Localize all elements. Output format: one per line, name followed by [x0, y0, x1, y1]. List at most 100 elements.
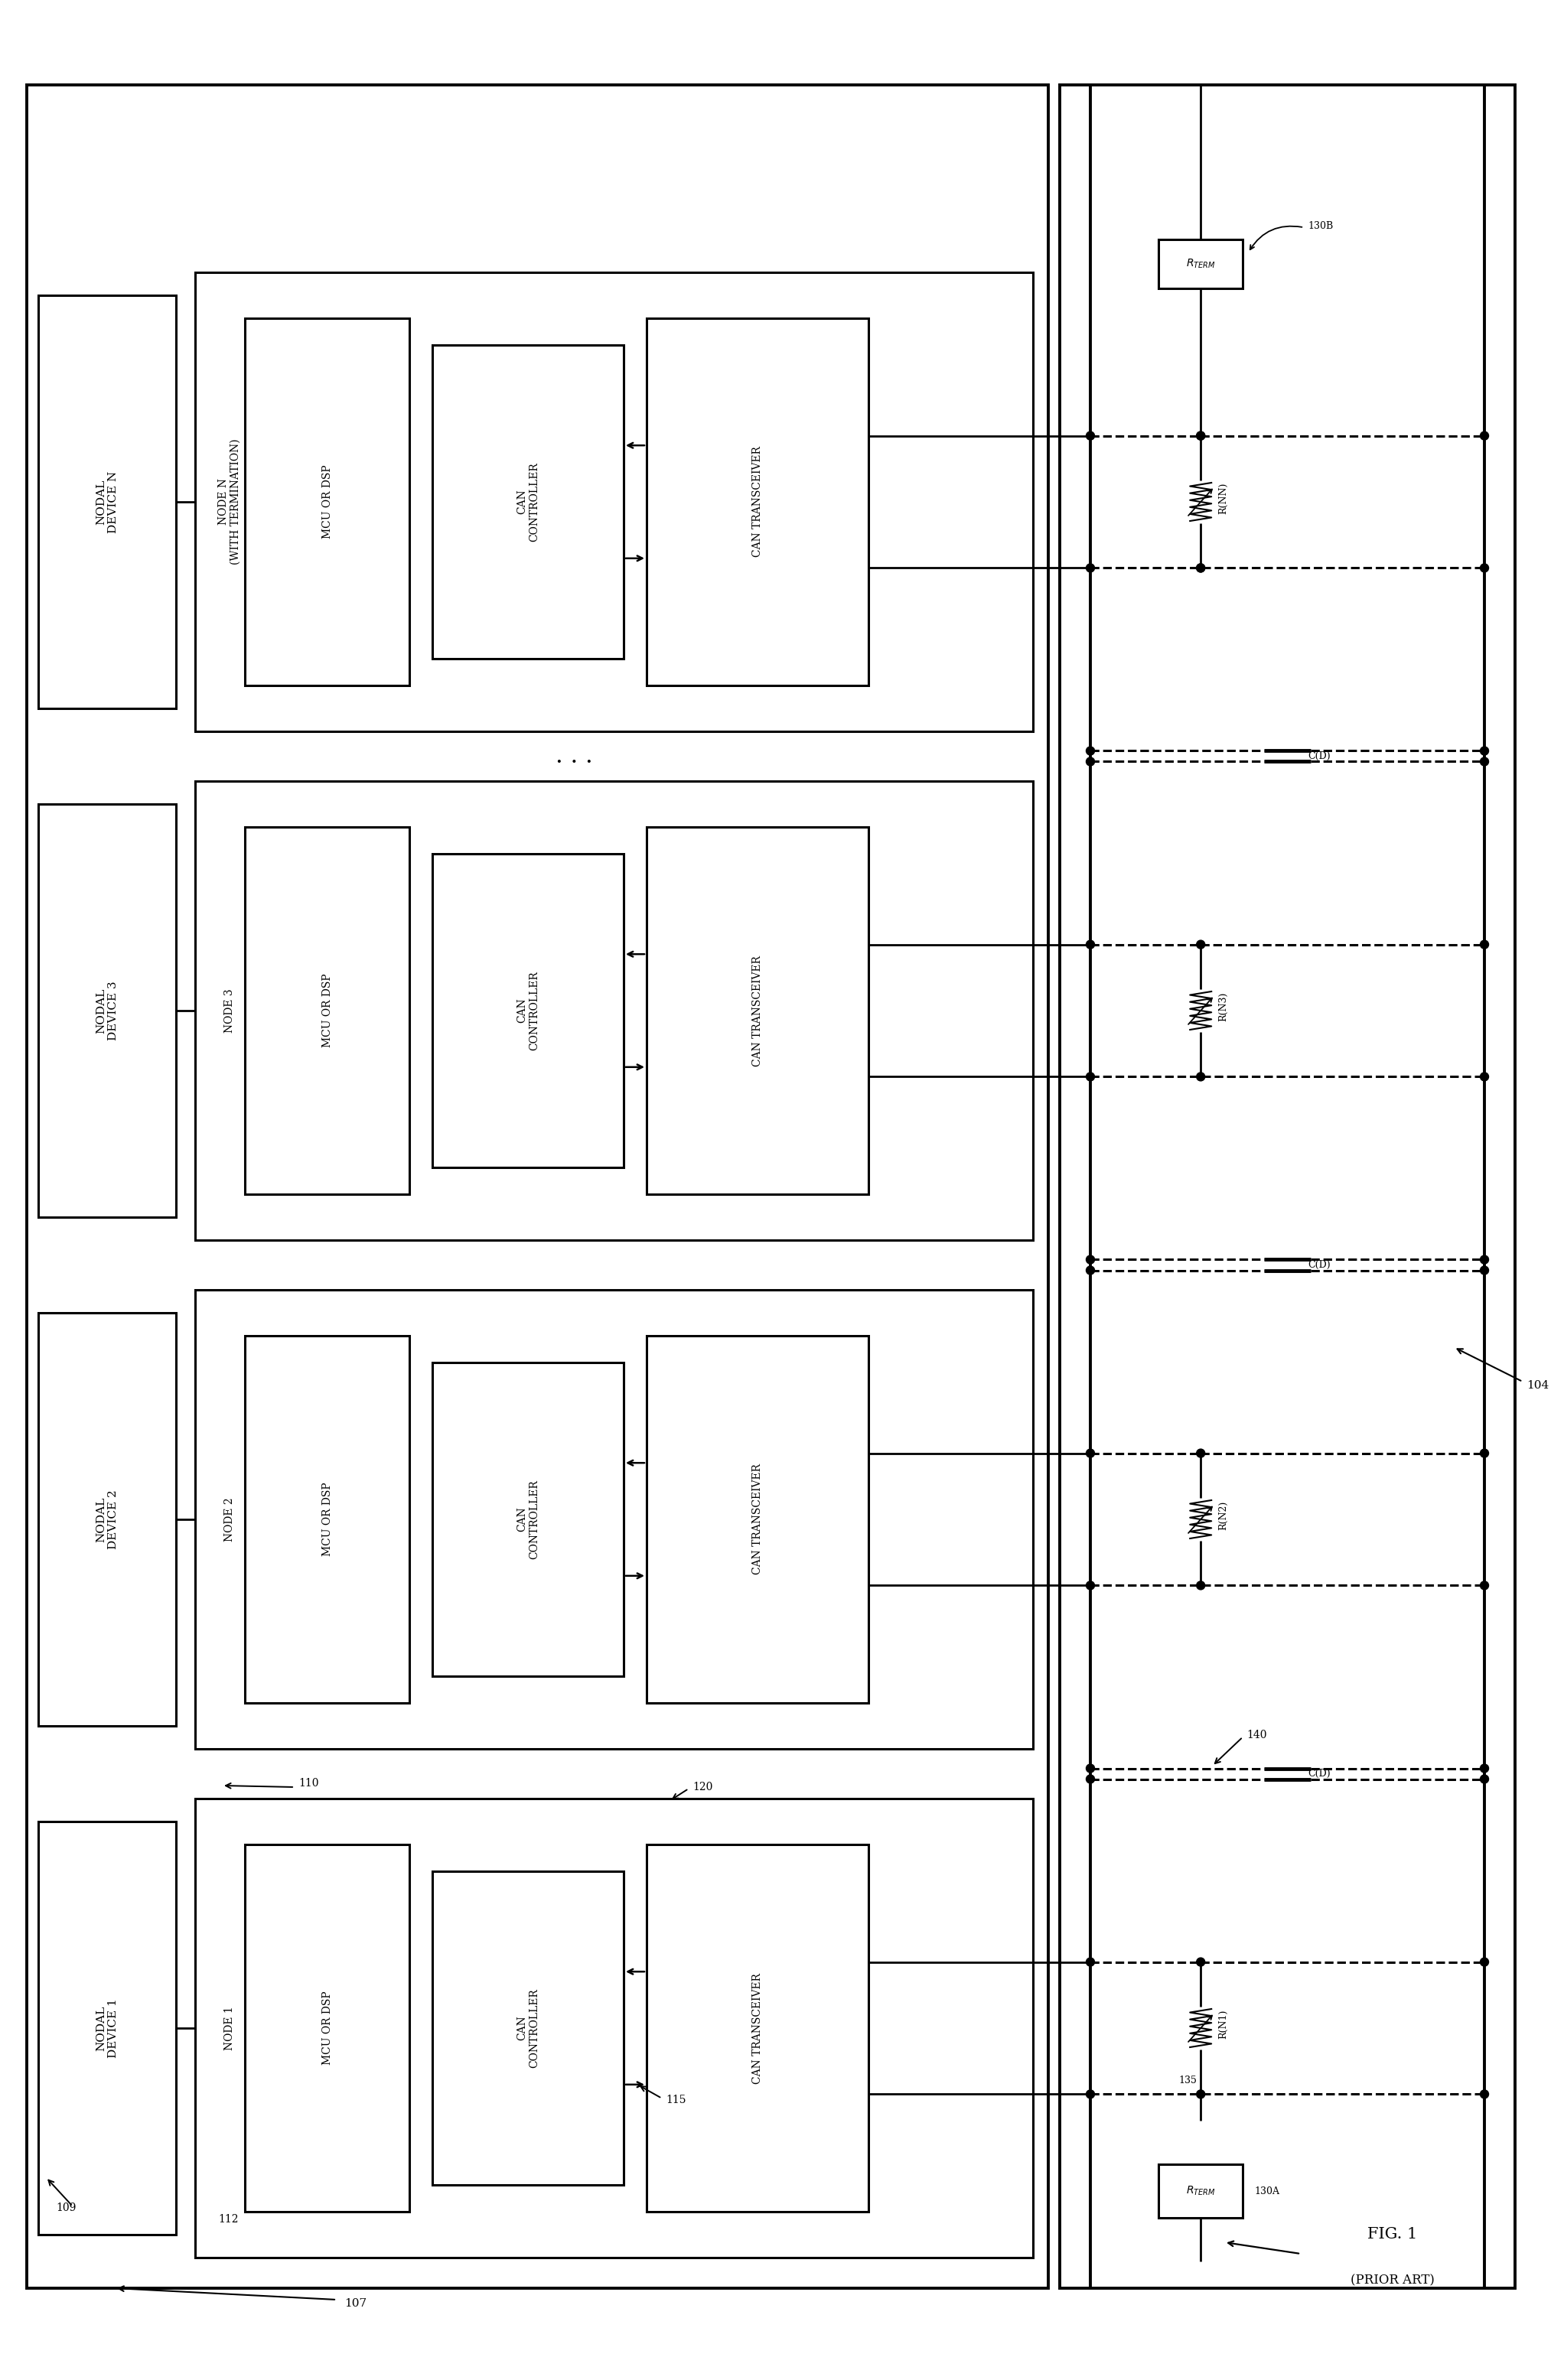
Text: MCU OR DSP: MCU OR DSP	[322, 1483, 333, 1557]
Text: R(N3): R(N3)	[1218, 992, 1229, 1021]
Text: CAN
CONTROLLER: CAN CONTROLLER	[516, 1480, 540, 1559]
Text: CAN
CONTROLLER: CAN CONTROLLER	[516, 462, 540, 543]
Bar	[432, 1871, 624, 2185]
Circle shape	[1480, 2090, 1489, 2099]
Bar	[27, 86, 1048, 2287]
Text: ≡: ≡	[1085, 757, 1095, 766]
Circle shape	[1085, 1580, 1095, 1590]
Circle shape	[1480, 757, 1489, 766]
Text: ≡: ≡	[1085, 1773, 1095, 1785]
Text: ≡: ≡	[1085, 1266, 1095, 1276]
Text: NODAL
DEVICE 2: NODAL DEVICE 2	[95, 1490, 119, 1549]
Circle shape	[1480, 1959, 1489, 1966]
Text: 107: 107	[344, 2299, 366, 2309]
Circle shape	[1085, 564, 1095, 571]
Text: R(NN): R(NN)	[1218, 483, 1229, 514]
Bar	[1159, 2163, 1243, 2218]
Bar	[432, 345, 624, 659]
Text: ≡: ≡	[1085, 1254, 1095, 1266]
Circle shape	[1085, 1959, 1095, 1966]
Bar	[38, 1314, 177, 1725]
Circle shape	[1480, 1449, 1489, 1457]
Circle shape	[1085, 747, 1095, 754]
Text: CAN TRANSCEIVER: CAN TRANSCEIVER	[752, 1973, 763, 2082]
Text: ≡: ≡	[1480, 1266, 1489, 1276]
Text: R(N2): R(N2)	[1218, 1502, 1229, 1530]
Circle shape	[1480, 564, 1489, 571]
Circle shape	[1085, 1449, 1095, 1457]
Bar	[246, 826, 410, 1195]
Circle shape	[1196, 1073, 1204, 1081]
Circle shape	[1085, 1764, 1095, 1773]
Text: CAN TRANSCEIVER: CAN TRANSCEIVER	[752, 1464, 763, 1576]
Circle shape	[1480, 1254, 1489, 1264]
Text: 115: 115	[666, 2094, 687, 2106]
Bar	[646, 319, 868, 685]
Circle shape	[1085, 940, 1095, 950]
Bar	[1159, 240, 1243, 288]
Bar	[196, 781, 1032, 1240]
Bar	[38, 1821, 177, 2235]
Bar	[646, 826, 868, 1195]
Bar	[196, 1799, 1032, 2259]
Text: MCU OR DSP: MCU OR DSP	[322, 464, 333, 538]
Circle shape	[1480, 1580, 1489, 1590]
Bar	[432, 854, 624, 1169]
Text: 130B: 130B	[1308, 221, 1333, 231]
Circle shape	[1196, 2090, 1204, 2099]
Text: NODE 2: NODE 2	[224, 1497, 235, 1542]
Bar	[196, 1290, 1032, 1749]
Text: C(D): C(D)	[1308, 752, 1331, 762]
Bar	[246, 319, 410, 685]
Text: NODAL
DEVICE N: NODAL DEVICE N	[95, 471, 119, 533]
Bar	[38, 804, 177, 1216]
Text: NODAL
DEVICE 1: NODAL DEVICE 1	[95, 1999, 119, 2059]
Text: R(N1): R(N1)	[1218, 2009, 1229, 2040]
Circle shape	[1196, 1959, 1204, 1966]
Text: NODAL
DEVICE 3: NODAL DEVICE 3	[95, 981, 119, 1040]
Text: 140: 140	[1247, 1730, 1267, 1740]
Text: ≡: ≡	[1480, 1764, 1489, 1773]
Text: NODE 3: NODE 3	[224, 988, 235, 1033]
Text: 120: 120	[693, 1783, 713, 1792]
Text: 109: 109	[56, 2202, 77, 2213]
Text: CAN
CONTROLLER: CAN CONTROLLER	[516, 1987, 540, 2068]
Text: FIG. 1: FIG. 1	[1367, 2228, 1417, 2242]
Text: CAN TRANSCEIVER: CAN TRANSCEIVER	[752, 954, 763, 1066]
Bar	[38, 295, 177, 709]
Circle shape	[1085, 1775, 1095, 1783]
Text: NODE N
(WITH TERMINATION): NODE N (WITH TERMINATION)	[217, 438, 241, 564]
Text: (PRIOR ART): (PRIOR ART)	[1351, 2273, 1434, 2287]
Text: $R_{TERM}$: $R_{TERM}$	[1186, 2185, 1215, 2197]
Circle shape	[1085, 1266, 1095, 1276]
Text: C(D): C(D)	[1308, 1259, 1331, 1271]
Bar	[646, 1844, 868, 2211]
Circle shape	[1085, 1254, 1095, 1264]
Bar	[432, 1361, 624, 1676]
Circle shape	[1196, 1580, 1204, 1590]
Text: ≡: ≡	[1085, 745, 1095, 757]
Circle shape	[1480, 431, 1489, 440]
Text: CAN TRANSCEIVER: CAN TRANSCEIVER	[752, 447, 763, 557]
Circle shape	[1480, 1764, 1489, 1773]
Text: ≡: ≡	[1480, 745, 1489, 757]
Text: ≡: ≡	[1480, 1254, 1489, 1266]
Circle shape	[1480, 1266, 1489, 1276]
Text: ≡: ≡	[1085, 1764, 1095, 1773]
Bar	[246, 1335, 410, 1704]
Text: ≡: ≡	[1480, 1773, 1489, 1785]
Bar	[196, 271, 1032, 731]
Text: 104: 104	[1526, 1380, 1548, 1390]
Circle shape	[1085, 2090, 1095, 2099]
Bar	[646, 1335, 868, 1704]
Circle shape	[1196, 431, 1204, 440]
Text: NODE 1: NODE 1	[224, 2006, 235, 2049]
Circle shape	[1480, 747, 1489, 754]
Bar	[246, 1844, 410, 2211]
Text: 112: 112	[217, 2213, 238, 2225]
Bar	[1060, 86, 1516, 2287]
Text: MCU OR DSP: MCU OR DSP	[322, 1992, 333, 2066]
Text: CAN
CONTROLLER: CAN CONTROLLER	[516, 971, 540, 1050]
Circle shape	[1085, 431, 1095, 440]
Circle shape	[1480, 1073, 1489, 1081]
